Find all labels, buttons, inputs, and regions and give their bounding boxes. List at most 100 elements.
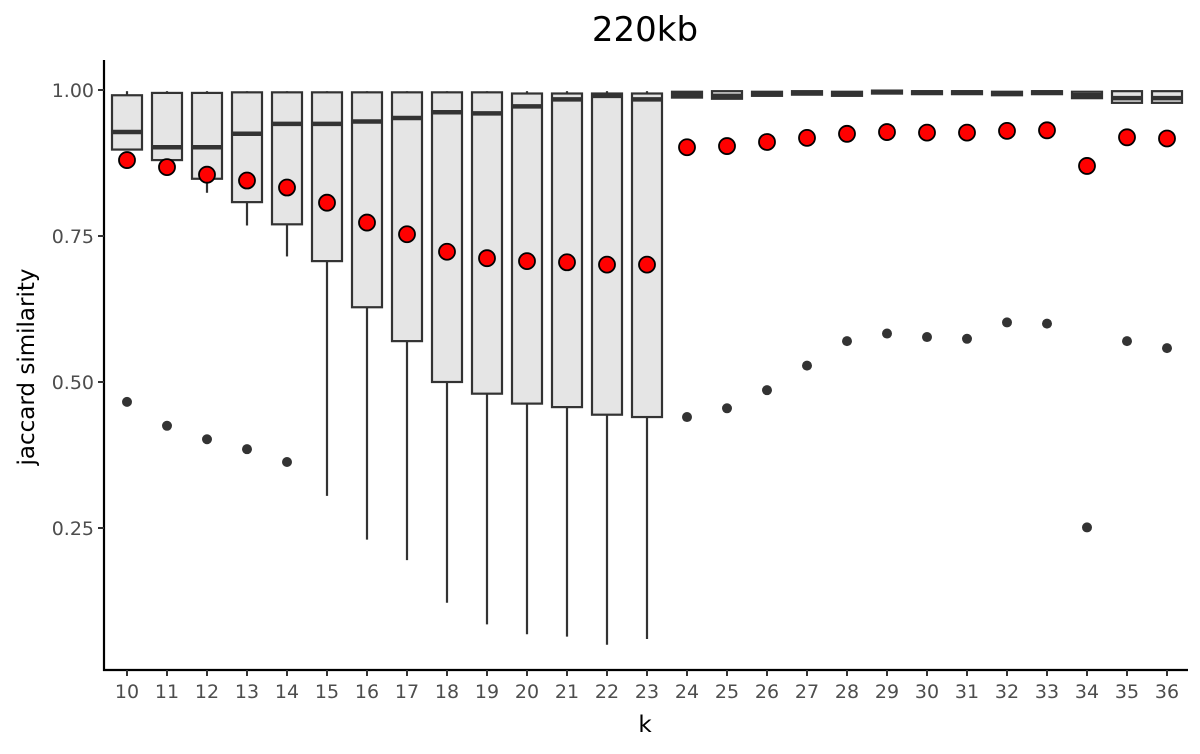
mean-point-27: [798, 128, 816, 147]
x-tick-label: 11: [155, 681, 179, 703]
mean-point-15: [318, 193, 336, 212]
box-31: [950, 90, 984, 96]
x-tick-label: 16: [355, 681, 379, 703]
mean-point-11: [158, 158, 176, 176]
box-body: [150, 91, 184, 162]
box-27: [790, 90, 824, 96]
x-tick-label: 20: [515, 681, 539, 703]
box-body: [390, 91, 424, 343]
box-body: [430, 91, 464, 384]
y-tick-label: 1.00: [52, 80, 94, 102]
y-tick-label: 0.75: [52, 226, 94, 248]
x-axis-title: k: [638, 712, 652, 738]
outlier-point-34: [1082, 522, 1092, 533]
mean-point-36: [1158, 129, 1176, 148]
outlier-point-24: [682, 412, 692, 423]
mean-point-10: [118, 151, 136, 169]
box-body: [590, 92, 624, 416]
x-tick-label: 33: [1035, 681, 1059, 703]
x-tick-label: 10: [115, 681, 139, 703]
x-tick-label: 30: [915, 681, 939, 703]
box-body: [470, 91, 504, 395]
box-36: [1150, 90, 1184, 104]
x-tick-label: 21: [555, 681, 579, 703]
x-tick-label: 28: [835, 681, 859, 703]
mean-point-28: [838, 124, 856, 143]
x-tick-label: 19: [475, 681, 499, 703]
y-tick-label: 0.50: [52, 372, 94, 394]
mean-point-22: [598, 255, 616, 274]
box-15: [310, 91, 344, 496]
mean-point-13: [238, 171, 256, 190]
y-axis-title: jaccard similarity: [14, 269, 40, 467]
x-tick-label: 25: [715, 681, 739, 703]
box-32: [990, 90, 1024, 97]
mean-point-33: [1038, 121, 1056, 140]
outlier-point-31: [962, 333, 972, 344]
outlier-point-14: [282, 457, 292, 468]
mean-point-31: [958, 123, 976, 142]
outlier-point-26: [762, 385, 772, 396]
box-body: [270, 91, 304, 226]
mean-point-18: [438, 242, 456, 261]
x-tick-label: 36: [1155, 681, 1179, 703]
x-tick-label: 12: [195, 681, 219, 703]
mean-point-34: [1078, 157, 1096, 175]
x-tick-label: 29: [875, 681, 899, 703]
x-tick-label: 26: [755, 681, 779, 703]
mean-point-21: [558, 253, 576, 272]
box-body: [110, 94, 144, 151]
mean-point-23: [638, 255, 656, 274]
box-33: [1030, 90, 1064, 96]
outlier-point-28: [842, 336, 852, 347]
box-24: [670, 90, 704, 99]
axes: 0.25 0.50 0.75 1.00 10 11 12 13 14 15 16 17 18 19 20 21…: [52, 60, 1188, 703]
x-tick-label: 14: [275, 681, 299, 703]
box-17: [390, 91, 424, 561]
outlier-point-33: [1042, 318, 1052, 329]
outlier-point-32: [1002, 317, 1012, 328]
box-22: [590, 91, 624, 645]
box-34: [1070, 90, 1104, 100]
x-tick-label: 13: [235, 681, 259, 703]
mean-point-30: [918, 123, 936, 142]
box-21: [550, 91, 584, 637]
mean-point-29: [878, 123, 896, 141]
outlier-point-36: [1162, 343, 1172, 354]
plot-area: [110, 89, 1184, 645]
x-tick-label: 24: [675, 681, 699, 703]
mean-point-12: [198, 165, 216, 184]
box-19: [470, 91, 504, 625]
outlier-point-12: [202, 434, 212, 445]
mean-point-24: [678, 138, 696, 157]
box-14: [270, 91, 304, 257]
box-10: [110, 91, 144, 151]
box-body: [630, 92, 664, 419]
box-30: [910, 90, 944, 96]
outlier-point-25: [722, 403, 732, 414]
mean-point-20: [518, 252, 536, 271]
mean-point-19: [478, 249, 496, 268]
mean-point-14: [278, 178, 296, 197]
outlier-point-30: [922, 332, 932, 343]
x-tick-label: 31: [955, 681, 979, 703]
box-body: [230, 91, 264, 204]
outlier-point-13: [242, 444, 252, 455]
mean-point-35: [1118, 128, 1136, 147]
x-tick-label: 35: [1115, 681, 1139, 703]
x-tick-label: 32: [995, 681, 1019, 703]
box-18: [430, 91, 464, 603]
outlier-point-10: [122, 396, 132, 407]
outlier-point-35: [1122, 336, 1132, 347]
box-20: [510, 91, 544, 635]
box-11: [150, 91, 184, 162]
mean-point-25: [718, 137, 736, 155]
y-tick-label: 0.25: [52, 518, 94, 540]
x-tick-label: 15: [315, 681, 339, 703]
box-16: [350, 91, 384, 540]
box-25: [710, 90, 744, 100]
box-body: [350, 91, 384, 309]
outlier-point-27: [802, 360, 812, 371]
x-tick-label: 23: [635, 681, 659, 703]
